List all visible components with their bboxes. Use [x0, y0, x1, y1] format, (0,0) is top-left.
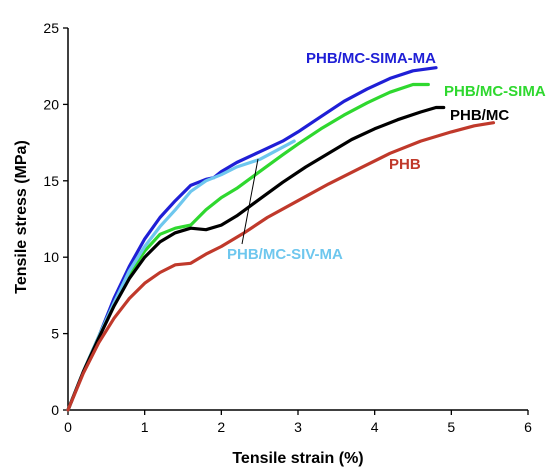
series-line-phb-mc [66, 105, 446, 412]
series-lines [66, 66, 496, 412]
y-tick-label: 5 [51, 326, 59, 342]
y-tick-label: 10 [43, 249, 59, 265]
x-tick-label: 2 [217, 419, 225, 435]
series-label-phb-mc-sima-ma: PHB/MC-SIMA-MA [306, 50, 436, 67]
label-pointer-line [241, 158, 259, 245]
series-line-phb-mc-sima-ma [66, 66, 438, 412]
series-labels: PHB/MC-SIMA-MA PHB/MC-SIMA PHB/MC PHB PHB/MC… [227, 50, 546, 263]
y-axis-title: Tensile stress (MPa) [13, 140, 30, 294]
ticks: 0 1 2 3 4 5 6 0 5 10 15 20 25 [43, 20, 532, 435]
series-label-phb-mc-siv-ma: PHB/MC-SIV-MA [227, 246, 343, 263]
x-axis-title: Tensile strain (%) [232, 450, 363, 467]
series-label-phb-mc: PHB/MC [450, 107, 509, 124]
y-tick-label: 15 [43, 173, 59, 189]
x-tick-label: 6 [524, 419, 532, 435]
series-label-phb: PHB [389, 156, 421, 173]
x-tick-label: 5 [447, 419, 455, 435]
y-tick-label: 0 [51, 402, 59, 418]
y-tick-label: 20 [43, 96, 59, 112]
series-label-phb-mc-sima: PHB/MC-SIMA [444, 83, 546, 100]
x-tick-label: 4 [371, 419, 379, 435]
series-line-phb [66, 121, 496, 412]
series-line-phb-mc-siv-ma [66, 139, 296, 412]
x-tick-label: 0 [64, 419, 72, 435]
y-tick-label: 25 [43, 20, 59, 36]
x-tick-label: 1 [141, 419, 149, 435]
x-tick-label: 3 [294, 419, 302, 435]
